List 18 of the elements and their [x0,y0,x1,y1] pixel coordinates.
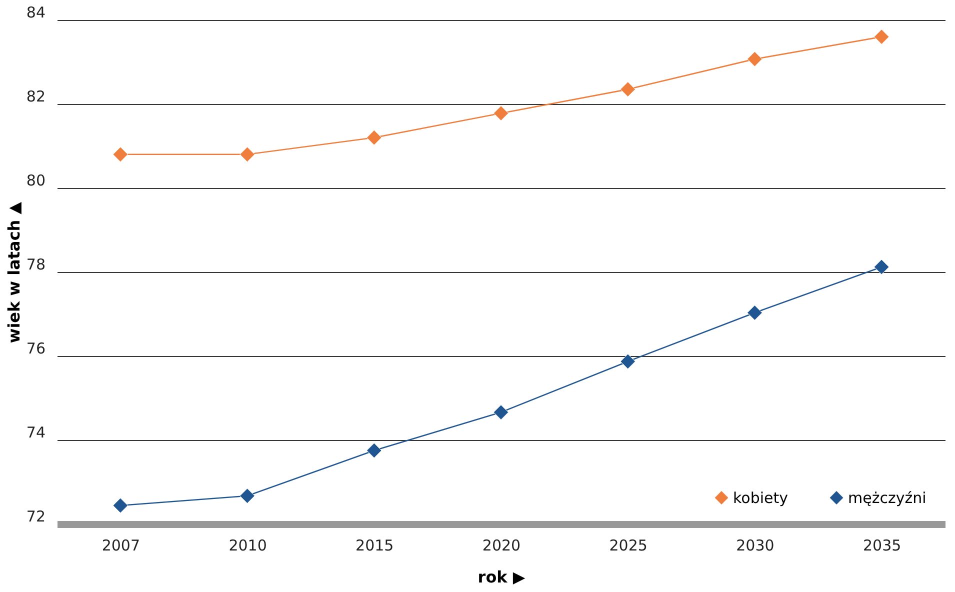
x-tick-label: 2015 [356,536,394,554]
y-tick-label: 84 [26,4,46,22]
y-tick-label: 78 [26,256,46,274]
x-tick-label: 2025 [609,536,648,554]
y-tick-label: 74 [26,424,46,442]
y-tick-label: 82 [26,88,46,106]
y-axis-title: wiek w latach ▲ [4,201,24,344]
legend-label: kobiety [733,488,788,507]
x-tick-label: 2007 [102,536,140,554]
y-tick-label: 72 [26,508,46,526]
x-tick-label: 2020 [482,536,521,554]
legend-label: mężczyźni [848,488,926,507]
x-axis-title: rok ▶ [478,568,526,586]
y-tick-label: 80 [26,172,46,190]
y-tick-label: 76 [26,340,46,358]
x-tick-label: 2010 [228,536,267,554]
x-tick-label: 2035 [862,536,902,554]
x-tick-label: 2030 [736,536,774,554]
